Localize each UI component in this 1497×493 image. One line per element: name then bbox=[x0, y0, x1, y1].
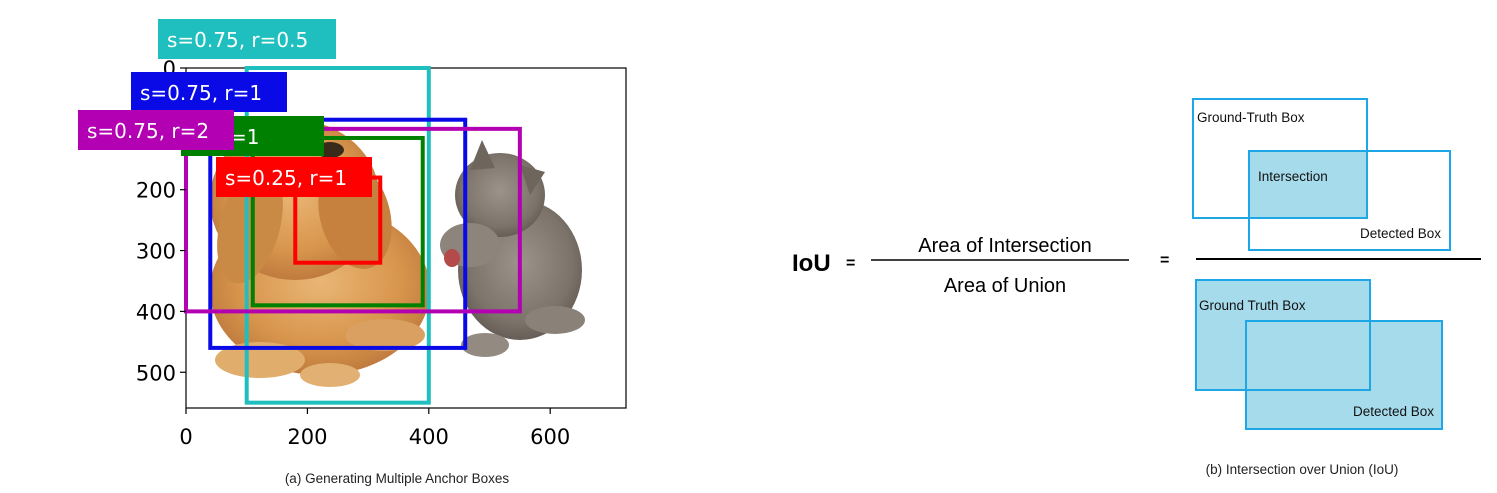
anchor-boxes bbox=[184, 66, 522, 405]
top-detected-box bbox=[1248, 150, 1451, 251]
anchor-label-bg bbox=[216, 157, 372, 197]
anchor-box-0 bbox=[244, 66, 431, 405]
equals-sign-2: = bbox=[1160, 252, 1169, 269]
top-ground-truth-box bbox=[1192, 98, 1368, 219]
anchor-label-bg bbox=[78, 110, 234, 150]
anchor-label-text: s=0.75, r=0.5 bbox=[167, 28, 308, 52]
cat-illustration bbox=[440, 140, 585, 357]
anchor-plot: 0 200 400 600 0 200 300 400 500 s=0.75, r=0.5 s=… bbox=[78, 19, 627, 449]
x-tick-label: 0 bbox=[179, 425, 192, 449]
anchor-box-1 bbox=[208, 117, 468, 350]
caption-b: (b) Intersection over Union (IoU) bbox=[1206, 462, 1399, 477]
intersection-diagram: Ground-Truth Box Intersection Detected B… bbox=[1192, 98, 1451, 251]
y-tick-label: 200 bbox=[136, 179, 176, 203]
iou-label: IoU bbox=[792, 250, 831, 277]
numerator-text: Area of Intersection bbox=[918, 235, 1091, 257]
equals-sign: = bbox=[846, 255, 855, 272]
x-tick-label: 200 bbox=[287, 425, 327, 449]
denominator-text: Area of Union bbox=[944, 275, 1066, 297]
anchor-label-1: s=0.75, r=1 bbox=[131, 72, 287, 112]
x-tick-label: 400 bbox=[409, 425, 449, 449]
anchor-label-2: s=0.75, r=2 bbox=[78, 110, 234, 150]
top-detected-label: Detected Box bbox=[1360, 226, 1441, 241]
anchor-label-0: s=0.75, r=0.5 bbox=[158, 19, 336, 59]
y-tick-label: 300 bbox=[136, 240, 176, 264]
bottom-detected-fill bbox=[1246, 321, 1442, 429]
anchor-label-text: s=0.75, r=1 bbox=[140, 81, 262, 105]
anchor-box-2 bbox=[184, 126, 522, 314]
anchor-box-3 bbox=[250, 135, 425, 308]
intersection-fill bbox=[1249, 151, 1367, 218]
y-tick-label: 400 bbox=[136, 300, 176, 324]
iou-formula: IoU = Area of Intersection Area of Union… bbox=[792, 235, 1481, 297]
bottom-ground-truth-label: Ground Truth Box bbox=[1199, 298, 1306, 313]
bottom-ground-truth-box bbox=[1195, 279, 1371, 391]
intersection-label: Intersection bbox=[1258, 169, 1328, 184]
anchor-label-text: s=0.75, r=2 bbox=[87, 119, 209, 143]
caption-a: (a) Generating Multiple Anchor Boxes bbox=[285, 471, 510, 486]
bottom-detected-label: Detected Box bbox=[1353, 404, 1434, 419]
x-tick-label: 600 bbox=[530, 425, 570, 449]
y-tick-label: 500 bbox=[136, 361, 176, 385]
top-ground-truth-label: Ground-Truth Box bbox=[1197, 110, 1305, 125]
anchor-label-4: s=0.25, r=1 bbox=[216, 157, 372, 197]
union-diagram: Ground Truth Box Detected Box bbox=[1195, 279, 1443, 430]
bottom-detected-box bbox=[1245, 320, 1443, 430]
anchor-label-bg bbox=[158, 19, 336, 59]
x-axis: 0 200 400 600 bbox=[179, 408, 570, 449]
anchor-label-text: s=0.25, r=1 bbox=[225, 166, 347, 190]
anchor-label-bg bbox=[131, 72, 287, 112]
anchor-labels: s=0.75, r=0.5s=0.75, r=1.5, r=1s=0.25, r… bbox=[78, 19, 372, 197]
